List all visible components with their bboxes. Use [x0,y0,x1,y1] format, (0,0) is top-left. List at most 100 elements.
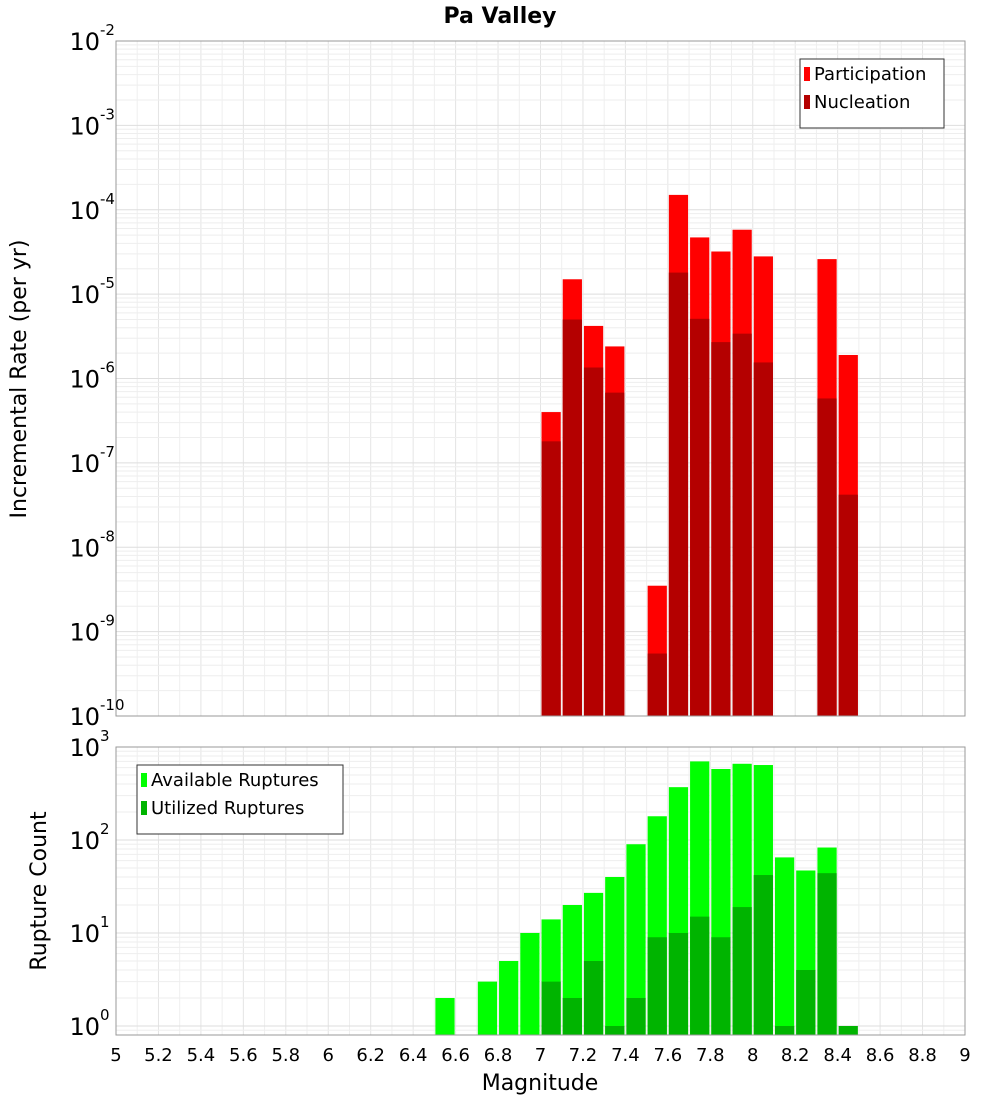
top-bar [647,653,667,716]
top-legend: Participation Nucleation [799,58,945,129]
x-tick-label: 6 [323,1045,334,1066]
bottom-y-tick-exponent: 3 [100,727,110,745]
x-tick-label: 8.4 [823,1045,852,1066]
bottom-bar [583,960,604,1035]
x-tick-label: 7.2 [569,1045,598,1066]
x-tick-label: 5 [110,1045,121,1066]
bottom-panel: 10 010 110 210 35 5.2 5.4 5.6 5.8 6 6.2 6.4 6.6 6.8 7 7… [69,727,970,1066]
x-tick-label: 9 [959,1045,970,1066]
bottom-bar [626,844,646,1035]
top-y-tick-exponent: -6 [100,359,115,377]
x-tick-label: 8.6 [866,1045,895,1066]
x-tick-label: 8 [747,1045,758,1066]
x-tick-label: 6.4 [399,1045,428,1066]
bottom-y-tick-exponent: 2 [100,820,110,838]
x-tick-label: 7.4 [611,1045,640,1066]
top-legend-swatch [804,95,810,109]
x-axis-label: Magnitude [482,1071,599,1096]
bottom-bar [605,1025,625,1035]
top-bar [541,441,561,716]
bottom-y-tick-exponent: 1 [100,913,110,931]
top-y-tick-exponent: -9 [100,612,115,630]
bottom-bar [668,932,689,1035]
top-bar [838,494,858,716]
top-legend-box [799,58,945,129]
top-y-tick-exponent: -10 [100,696,125,714]
top-y-tick-label: 10 [69,28,100,56]
bottom-bar [562,997,582,1035]
bottom-bar [711,937,731,1035]
top-legend-label: Nucleation [814,92,910,113]
bottom-bar [520,932,540,1035]
top-bar [732,333,752,716]
bottom-legend-box [136,764,344,835]
top-bar [753,362,773,716]
bottom-bar [732,907,752,1035]
bottom-x-ticks: 5 5.2 5.4 5.6 5.8 6 6.2 6.4 6.6 6.8 7 7.2 7.4 7.6 7.8 8… [110,1045,970,1066]
top-y-tick-exponent: -8 [100,527,115,545]
x-tick-label: 7 [535,1045,546,1066]
bottom-bar [499,960,519,1035]
top-y-tick-label: 10 [69,281,100,309]
top-series-1 [541,272,858,716]
top-y-tick-label: 10 [69,197,100,225]
bottom-bar [774,1025,795,1035]
x-tick-label: 5.8 [271,1045,300,1066]
top-y-tick-exponent: -3 [100,105,115,123]
top-bar [817,398,837,716]
top-y-tick-exponent: -2 [100,21,115,39]
bottom-bar [753,875,773,1035]
x-tick-label: 6.8 [484,1045,513,1066]
top-y-tick-label: 10 [69,366,100,394]
top-y-tick-label: 10 [69,619,100,647]
x-tick-label: 7.8 [696,1045,725,1066]
bottom-series-1 [541,873,858,1035]
x-tick-label: 5.4 [187,1045,216,1066]
bottom-bar [477,981,498,1035]
top-y-tick-label: 10 [69,112,100,140]
top-y-tick-label: 10 [69,450,100,478]
top-legend-swatch [804,67,810,81]
chart-title: Pa Valley [443,4,556,29]
bottom-bar [435,997,455,1035]
top-y-tick-exponent: -7 [100,443,115,461]
bottom-bar [626,997,646,1035]
top-y-tick-label: 10 [69,703,100,731]
bottom-bar [690,916,710,1035]
x-tick-label: 6.6 [441,1045,470,1066]
top-bar [583,367,604,716]
top-y-tick-label: 10 [69,534,100,562]
bottom-y-tick-label: 10 [69,827,100,855]
bottom-legend-label: Utilized Ruptures [151,798,304,819]
top-plot-border [115,40,966,717]
top-legend-label: Participation [814,64,926,85]
bottom-plot-border [115,746,966,1036]
bottom-bar [774,857,795,1035]
bottom-bar [647,937,667,1035]
top-bar [605,392,625,716]
top-grid [115,40,966,717]
bottom-bar [605,877,625,1035]
bottom-bar [796,969,816,1035]
bottom-bar [541,981,561,1035]
bottom-y-tick-label: 10 [69,920,100,948]
bottom-legend: Available Ruptures Utilized Ruptures [136,764,344,835]
bottom-legend-label: Available Ruptures [151,770,319,791]
top-bar [690,318,710,716]
x-tick-label: 6.2 [356,1045,385,1066]
bottom-y-tick-exponent: 0 [100,1006,110,1024]
top-bar [562,319,582,716]
top-y-tick-exponent: -5 [100,274,115,292]
bottom-y-axis-label: Rupture Count [27,811,52,971]
top-y-tick-exponent: -4 [100,190,115,208]
x-tick-label: 5.2 [144,1045,173,1066]
bottom-legend-swatch [141,801,147,815]
top-bar [668,272,689,716]
x-tick-label: 8.8 [908,1045,937,1066]
top-bar [711,342,731,716]
bottom-bar [838,1025,858,1035]
x-tick-label: 5.6 [229,1045,258,1066]
